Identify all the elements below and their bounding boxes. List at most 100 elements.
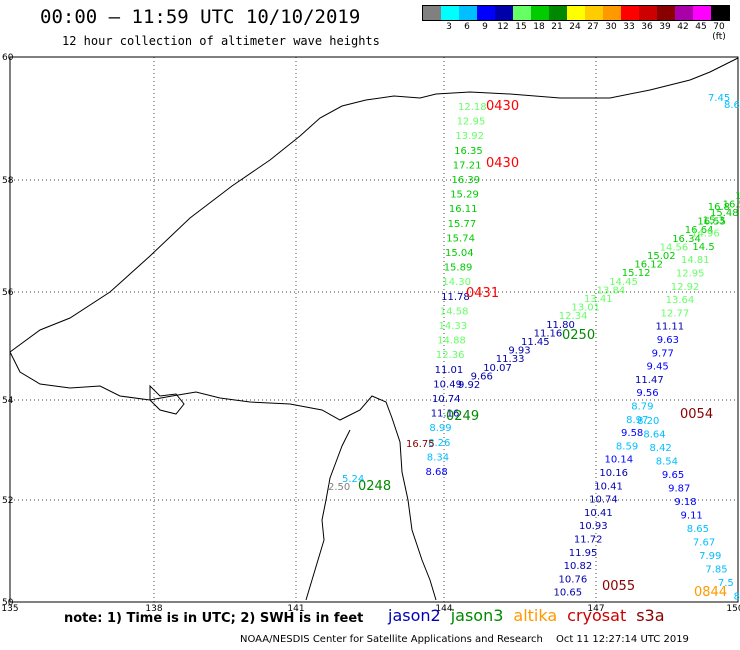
legend-swatch xyxy=(693,6,711,20)
wave-height-value: 13.92 xyxy=(455,131,484,142)
longitude-label: 138 xyxy=(145,604,162,614)
legend-label: 33 xyxy=(623,22,635,32)
wave-height-value: 15.3 xyxy=(703,215,725,226)
wave-height-value: 9.65 xyxy=(662,470,684,481)
wave-height-value: 12.92 xyxy=(671,282,700,293)
legend-label: 70 (ft) xyxy=(712,22,726,42)
legend-swatch xyxy=(621,6,639,20)
wave-height-value: 12.18 xyxy=(458,102,487,113)
coastline xyxy=(9,57,739,353)
wave-height-value: 10.41 xyxy=(584,508,613,519)
longitude-label: 150 xyxy=(726,604,740,614)
timestamp-text: Oct 11 12:27:14 UTC 2019 xyxy=(556,634,689,645)
latitude-labels: 60 58 56 54 52 50 xyxy=(2,53,14,608)
wave-height-value: 12.95 xyxy=(457,117,486,128)
wave-height-value: 7.99 xyxy=(699,551,721,562)
wave-height-value: 7.67 xyxy=(693,538,715,549)
wave-height-value: 9.11 xyxy=(681,511,703,522)
legend-swatch xyxy=(477,6,495,20)
wave-height-value: 8.97 xyxy=(626,415,648,426)
latitude-label: 60 xyxy=(2,53,14,63)
pass-time-label: 0430 xyxy=(486,156,519,171)
wave-height-value: 10.07 xyxy=(483,363,512,374)
wave-height-value: 12.34 xyxy=(559,311,588,322)
wave-height-value: 10.14 xyxy=(604,455,633,466)
wave-height-value: 16.8 xyxy=(708,202,730,213)
wave-height-value: 11.16 xyxy=(431,409,460,420)
pass-time-labels: 0430 0430 0431 0250 0249 0248 0054 0055 0844 xyxy=(358,99,727,600)
wave-height-value: 15.89 xyxy=(444,263,473,274)
wave-height-value: 15.77 xyxy=(448,219,477,230)
graticule xyxy=(10,57,738,602)
legend-swatch xyxy=(459,6,477,20)
pass-time-label: 0430 xyxy=(486,99,519,114)
wave-height-value: 10.82 xyxy=(564,561,593,572)
legend-label: 36 xyxy=(641,22,653,32)
wave-height-value: 16.64 xyxy=(685,225,714,236)
wave-height-value: 14.56 xyxy=(660,242,689,253)
wave-height-value: 16.75 xyxy=(406,439,435,450)
legend-label: 18 xyxy=(533,22,545,32)
wave-height-value: 8.26 xyxy=(428,438,450,449)
wave-height-value: 12.77 xyxy=(661,308,690,319)
wave-height-value: 9.63 xyxy=(657,335,679,346)
legend-label: 12 xyxy=(497,22,509,32)
legend-swatch xyxy=(567,6,585,20)
legend-swatch xyxy=(549,6,567,20)
wave-height-value: 8.6 xyxy=(724,100,740,111)
wave-height-value: 8 xyxy=(734,592,740,603)
wave-height-value: 12.95 xyxy=(676,269,705,280)
wave-height-value: 9.58 xyxy=(621,428,643,439)
wave-height-value: 10.76 xyxy=(559,574,588,585)
latitude-label: 54 xyxy=(2,396,14,406)
pass-time-label: 0054 xyxy=(680,407,713,422)
legend-swatch xyxy=(639,6,657,20)
wave-height-value: 14.5 xyxy=(692,242,714,253)
legend-label: 39 xyxy=(659,22,671,32)
wave-height-value: 9.45 xyxy=(647,362,669,373)
wave-height-value: 12.36 xyxy=(436,350,465,361)
wave-height-value: 16.34 xyxy=(672,234,701,245)
wave-height-value: 14.96 xyxy=(691,229,720,240)
wave-height-value: 7.5 xyxy=(718,578,734,589)
credit-text: NOAA/NESDIS Center for Satellite Applica… xyxy=(240,634,543,645)
wave-height-value: 7.85 xyxy=(705,565,727,576)
wave-height-value: 11.47 xyxy=(635,375,664,386)
wave-height-value: 9.93 xyxy=(508,346,530,357)
wave-height-value: 11.80 xyxy=(546,320,575,331)
pass-time-label: 0249 xyxy=(446,409,479,424)
wave-height-value: 16.8 xyxy=(735,191,740,202)
wave-height-value: 15.02 xyxy=(647,251,676,262)
wave-height-value: 15.04 xyxy=(445,248,474,259)
wave-height-value: 10.65 xyxy=(553,588,582,599)
legend-label: 15 xyxy=(515,22,527,32)
wave-height-value: 8.64 xyxy=(643,430,665,441)
wave-height-value: 13.64 xyxy=(666,295,695,306)
wave-height-value: 11.78 xyxy=(441,292,470,303)
wave-height-value: 9.18 xyxy=(674,497,696,508)
legend-label xyxy=(422,22,440,34)
pass-time-label: 0250 xyxy=(562,328,595,343)
wave-height-value: 14.30 xyxy=(442,277,471,288)
wave-height-value: 8.54 xyxy=(656,457,678,468)
wave-height-value: 10.49 xyxy=(433,379,462,390)
longitude-label: 147 xyxy=(587,604,604,614)
legend-label: 6 xyxy=(464,22,470,32)
page-title: 00:00 – 11:59 UTC 10/10/2019 xyxy=(40,6,361,28)
legend-swatch xyxy=(423,6,441,20)
wave-height-value: 11.45 xyxy=(521,337,550,348)
wave-height-value: 10.41 xyxy=(594,481,623,492)
wave-height-value: 8.65 xyxy=(687,524,709,535)
wave-height-value: 16.11 xyxy=(449,204,478,215)
wave-height-value: 8.79 xyxy=(631,402,653,413)
wave-height-value: 7.45 xyxy=(708,93,730,104)
wave-height-value: 9.77 xyxy=(652,348,674,359)
latitude-label: 50 xyxy=(2,598,14,608)
color-scale-legend xyxy=(422,5,730,21)
wave-height-value: 14.81 xyxy=(681,255,710,266)
legend-label: 9 xyxy=(482,22,488,32)
longitude-label: 144 xyxy=(435,604,452,614)
wave-height-value: 11.16 xyxy=(534,328,563,339)
wave-height-value: 15.74 xyxy=(446,233,475,244)
